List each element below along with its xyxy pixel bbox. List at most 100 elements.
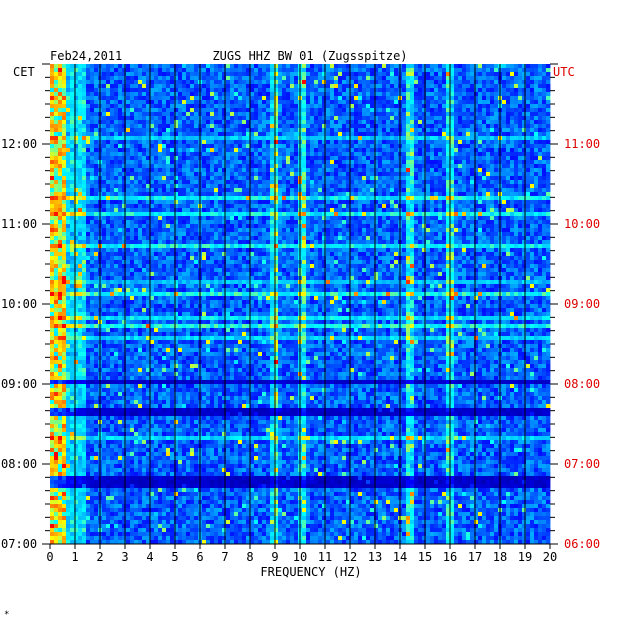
spectrogram-cell bbox=[502, 104, 507, 109]
spectrogram-cell bbox=[338, 184, 343, 189]
spectrogram-cell bbox=[90, 208, 95, 213]
spectrogram-cell bbox=[290, 120, 295, 125]
spectrogram-cell bbox=[526, 72, 531, 77]
spectrogram-cell bbox=[538, 160, 543, 165]
spectrogram-cell bbox=[82, 88, 87, 93]
spectrogram-cell bbox=[522, 176, 527, 181]
spectrogram-cell bbox=[378, 148, 383, 153]
spectrogram-cell bbox=[130, 116, 135, 121]
spectrogram-cell bbox=[58, 88, 63, 93]
spectrogram-cell bbox=[66, 104, 71, 109]
spectrogram-cell bbox=[366, 132, 371, 137]
spectrogram-cell bbox=[146, 140, 151, 145]
spectrogram-cell bbox=[510, 212, 515, 217]
spectrogram-cell bbox=[466, 92, 471, 97]
spectrogram-cell bbox=[142, 164, 147, 169]
spectrogram-cell bbox=[82, 68, 87, 73]
spectrogram-cell bbox=[306, 128, 311, 133]
spectrogram-cell bbox=[134, 116, 139, 121]
spectrogram-cell bbox=[286, 196, 291, 201]
spectrogram-cell bbox=[486, 100, 491, 105]
spectrogram-cell bbox=[438, 180, 443, 185]
spectrogram-cell bbox=[86, 116, 91, 121]
spectrogram-cell bbox=[370, 156, 375, 161]
spectrogram-cell bbox=[90, 120, 95, 125]
spectrogram-cell bbox=[222, 132, 227, 137]
spectrogram-cell bbox=[342, 192, 347, 197]
spectrogram-cell bbox=[382, 64, 387, 69]
spectrogram-cell bbox=[218, 136, 223, 141]
spectrogram-cell bbox=[318, 152, 323, 157]
spectrogram-cell bbox=[442, 124, 447, 129]
spectrogram-cell bbox=[462, 100, 467, 105]
spectrogram-cell bbox=[446, 168, 451, 173]
spectrogram-cell bbox=[350, 136, 355, 141]
spectrogram-cell bbox=[382, 96, 387, 101]
spectrogram-cell bbox=[434, 200, 439, 205]
spectrogram-cell bbox=[190, 204, 195, 209]
spectrogram-cell bbox=[438, 116, 443, 121]
spectrogram-cell bbox=[158, 72, 163, 77]
spectrogram-cell bbox=[162, 100, 167, 105]
spectrogram-cell bbox=[138, 204, 143, 209]
spectrogram-cell bbox=[130, 180, 135, 185]
spectrogram-cell bbox=[126, 124, 131, 129]
spectrogram-cell bbox=[210, 188, 215, 193]
spectrogram-cell bbox=[230, 68, 235, 73]
spectrogram-cell bbox=[394, 108, 399, 113]
spectrogram-cell bbox=[170, 144, 175, 149]
spectrogram-cell bbox=[418, 136, 423, 141]
spectrogram-cell bbox=[86, 120, 91, 125]
spectrogram-cell bbox=[410, 88, 415, 93]
spectrogram-cell bbox=[94, 120, 99, 125]
spectrogram-cell bbox=[118, 172, 123, 177]
spectrogram-cell bbox=[346, 172, 351, 177]
spectrogram-cell bbox=[70, 120, 75, 125]
spectrogram-cell bbox=[150, 188, 155, 193]
spectrogram-cell bbox=[430, 128, 435, 133]
spectrogram-cell bbox=[314, 212, 319, 217]
spectrogram-cell bbox=[310, 140, 315, 145]
spectrogram-cell bbox=[422, 128, 427, 133]
spectrogram-cell bbox=[470, 120, 475, 125]
spectrogram-cell bbox=[490, 184, 495, 189]
spectrogram-cell bbox=[246, 140, 251, 145]
spectrogram-cell bbox=[250, 72, 255, 77]
spectrogram-cell bbox=[414, 88, 419, 93]
spectrogram-cell bbox=[130, 212, 135, 217]
spectrogram-cell bbox=[178, 116, 183, 121]
spectrogram-cell bbox=[334, 156, 339, 161]
spectrogram-cell bbox=[118, 208, 123, 213]
spectrogram-cell bbox=[294, 92, 299, 97]
spectrogram-cell bbox=[470, 212, 475, 217]
spectrogram-cell bbox=[50, 68, 55, 73]
spectrogram-cell bbox=[506, 88, 511, 93]
spectrogram-cell bbox=[222, 160, 227, 165]
spectrogram-cell bbox=[294, 148, 299, 153]
spectrogram-cell bbox=[210, 200, 215, 205]
spectrogram-cell bbox=[310, 188, 315, 193]
spectrogram-cell bbox=[358, 68, 363, 73]
spectrogram-cell bbox=[514, 204, 519, 209]
spectrogram-cell bbox=[402, 112, 407, 117]
spectrogram-cell bbox=[50, 184, 55, 189]
spectrogram-cell bbox=[514, 144, 519, 149]
spectrogram-cell bbox=[258, 192, 263, 197]
spectrogram-cell bbox=[490, 80, 495, 85]
spectrogram-cell bbox=[370, 196, 375, 201]
spectrogram-cell bbox=[430, 212, 435, 217]
spectrogram-cell bbox=[426, 136, 431, 141]
spectrogram-cell bbox=[458, 92, 463, 97]
spectrogram-cell bbox=[538, 88, 543, 93]
spectrogram-cell bbox=[90, 72, 95, 77]
spectrogram-cell bbox=[514, 132, 519, 137]
spectrogram-cell bbox=[330, 76, 335, 81]
spectrogram-cell bbox=[266, 196, 271, 201]
spectrogram-cell bbox=[478, 96, 483, 101]
spectrogram-cell bbox=[110, 168, 115, 173]
spectrogram-cell bbox=[350, 132, 355, 137]
spectrogram-cell bbox=[190, 76, 195, 81]
spectrogram-cell bbox=[74, 156, 79, 161]
spectrogram-cell bbox=[206, 160, 211, 165]
spectrogram-cell bbox=[474, 128, 479, 133]
